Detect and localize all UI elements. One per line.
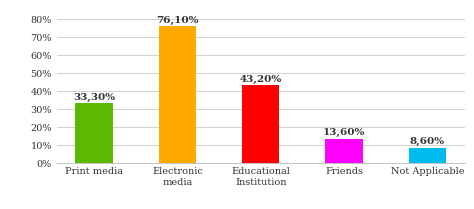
- Bar: [75, 103, 113, 163]
- Text: 8,60%: 8,60%: [410, 137, 445, 146]
- Bar: [325, 139, 363, 163]
- Text: 33,30%: 33,30%: [73, 93, 115, 102]
- Bar: [409, 148, 446, 163]
- Text: 43,20%: 43,20%: [239, 75, 282, 84]
- Bar: [159, 26, 196, 163]
- Bar: [242, 85, 280, 163]
- Text: 76,10%: 76,10%: [156, 16, 199, 25]
- Text: 13,60%: 13,60%: [323, 128, 365, 137]
